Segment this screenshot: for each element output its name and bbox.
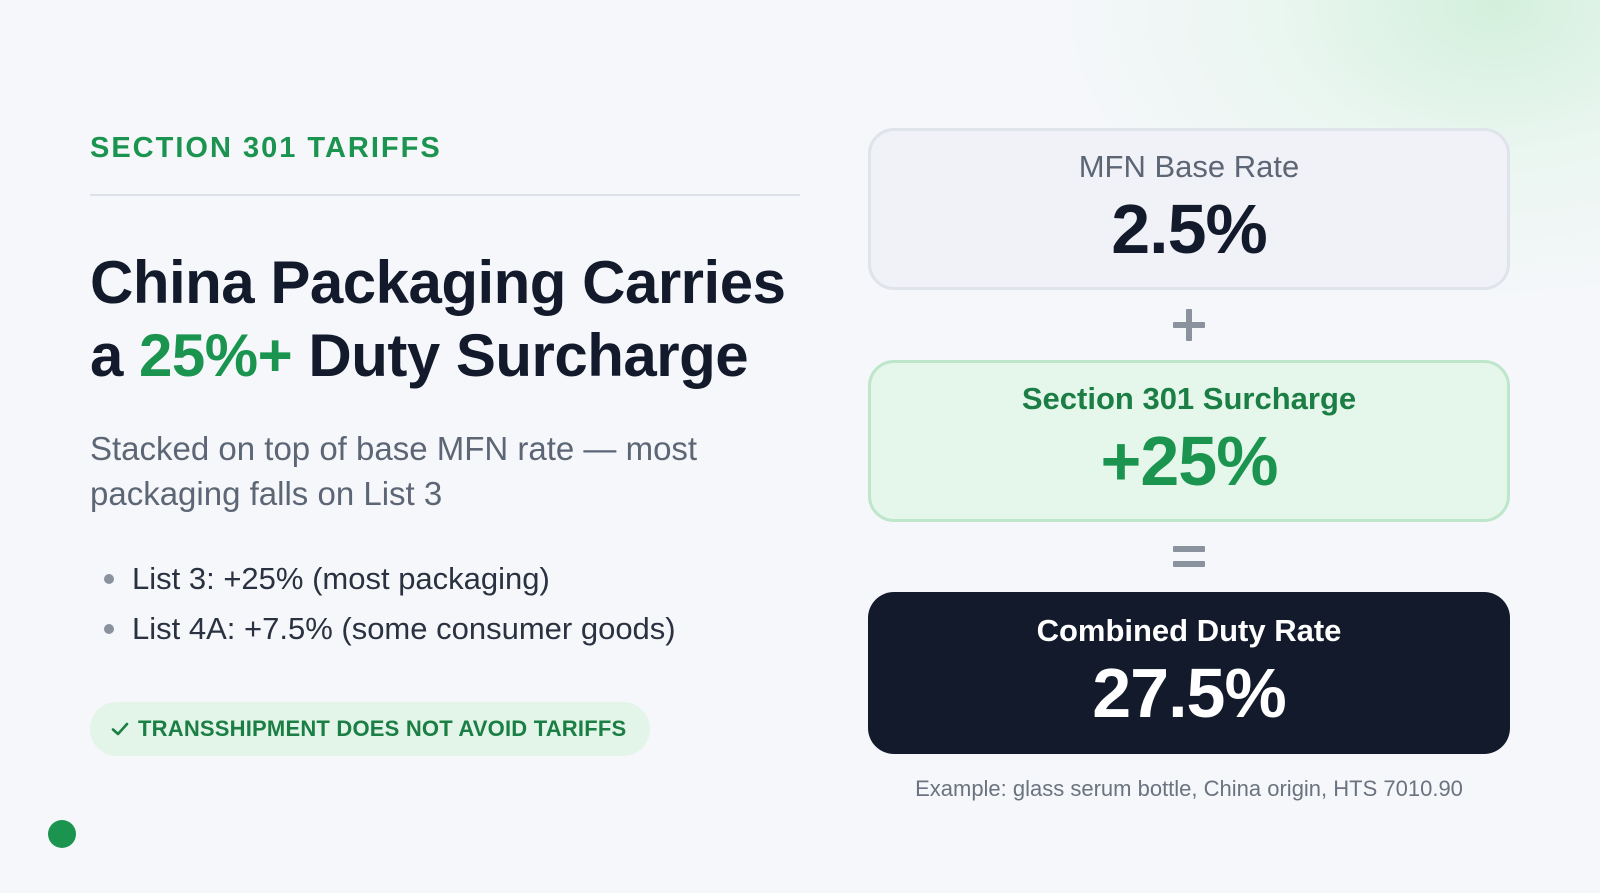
left-panel: SECTION 301 TARIFFS China Packaging Carr… — [90, 128, 800, 756]
plus-icon — [1173, 309, 1205, 341]
surcharge-value: +25% — [1100, 422, 1279, 500]
divider — [90, 194, 800, 196]
surcharge-label: Section 301 Surcharge — [1021, 381, 1357, 416]
bullet-text: List 3: +25% (most packaging) — [132, 561, 550, 596]
title-line-2-suffix: Duty Surcharge — [292, 322, 749, 389]
list-item: List 4A: +7.5% (some consumer goods) — [90, 604, 800, 654]
page-title: China Packaging Carries a 25%+ Duty Surc… — [90, 246, 800, 392]
section-eyebrow: SECTION 301 TARIFFS — [90, 132, 442, 164]
base-rate-value: 2.5% — [1111, 190, 1268, 268]
combined-rate-value: 27.5% — [1092, 654, 1286, 732]
bullet-dot-icon — [104, 574, 114, 584]
equals-icon — [1173, 546, 1205, 567]
base-rate-card: MFN Base Rate 2.5% — [868, 128, 1510, 290]
transshipment-badge: TRANSSHIPMENT DOES NOT AVOID TARIFFS — [90, 702, 651, 756]
badge-text: TRANSSHIPMENT DOES NOT AVOID TARIFFS — [138, 716, 627, 741]
combined-rate-card: Combined Duty Rate 27.5% — [868, 592, 1510, 754]
corner-dot — [48, 820, 76, 848]
equals-operator — [868, 522, 1510, 592]
title-accent: 25%+ — [139, 322, 293, 389]
subtitle: Stacked on top of base MFN rate — most p… — [90, 430, 698, 512]
title-line-2-prefix: a — [90, 322, 140, 389]
base-rate-label: MFN Base Rate — [1078, 149, 1300, 184]
plus-operator — [868, 290, 1510, 360]
surcharge-card: Section 301 Surcharge +25% — [868, 360, 1510, 522]
list-item: List 3: +25% (most packaging) — [90, 554, 800, 604]
check-icon — [111, 722, 129, 736]
bullet-dot-icon — [104, 624, 114, 634]
bullet-text: List 4A: +7.5% (some consumer goods) — [132, 611, 676, 646]
bullet-list: List 3: +25% (most packaging) List 4A: +… — [90, 554, 800, 654]
example-footnote: Example: glass serum bottle, China origi… — [915, 776, 1463, 801]
calculation-panel: MFN Base Rate 2.5% Section 301 Surcharge… — [868, 128, 1510, 802]
combined-rate-label: Combined Duty Rate — [1036, 613, 1342, 648]
title-line-1: China Packaging Carries — [90, 249, 786, 316]
